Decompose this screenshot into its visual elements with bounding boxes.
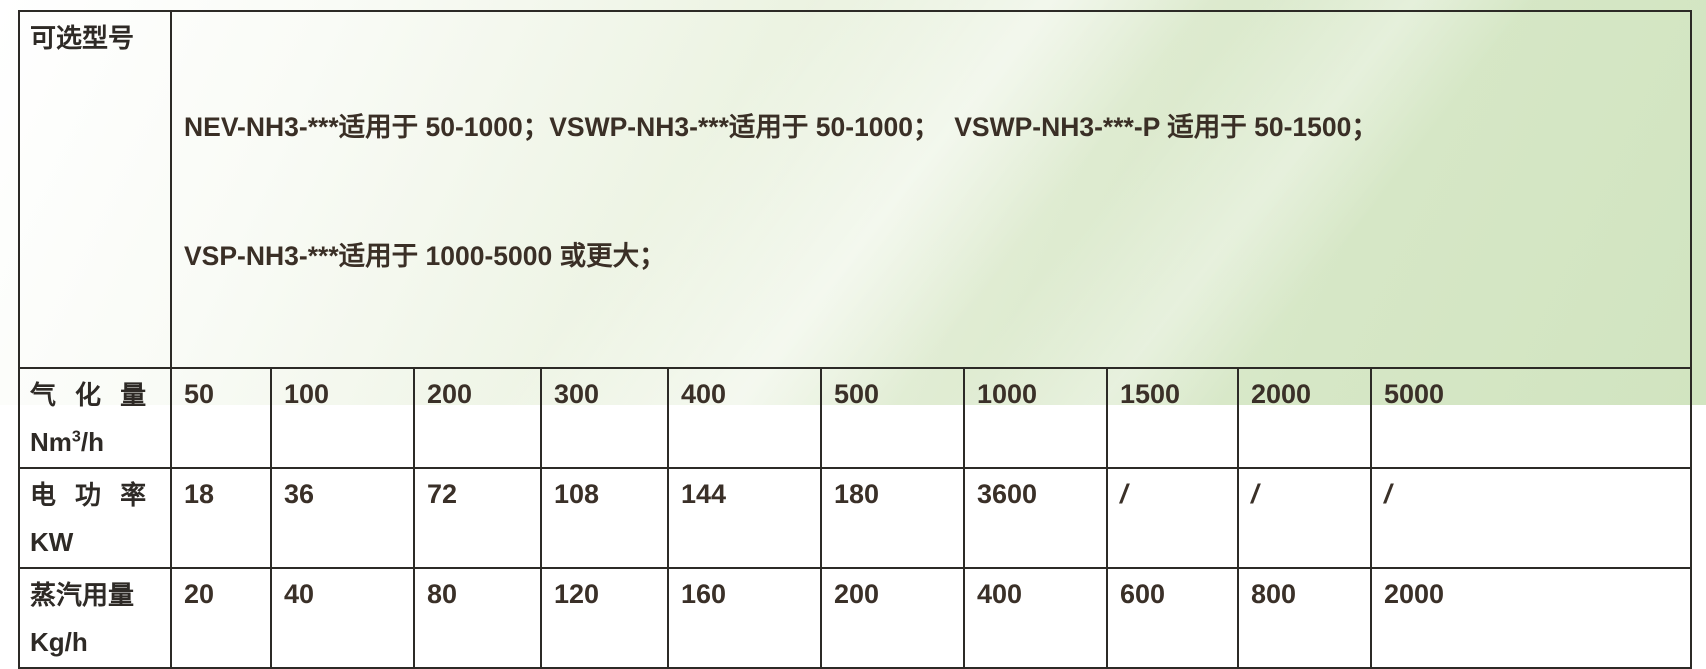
row-unit-steam: Kg/h	[30, 626, 88, 657]
row-label-power: 电 功 率 KW	[20, 469, 170, 567]
table-row-model: 可选型号 NEV-NH3-***适用于 50-1000；VSWP-NH3-***…	[18, 9, 1693, 370]
cell-power-4: 144	[667, 467, 822, 569]
row-label-model-text: 可选型号	[30, 24, 135, 54]
row-label-model-cell: 可选型号	[18, 9, 172, 370]
cell-gasification-1: 100	[270, 367, 415, 470]
cell-gasification-5: 500	[820, 367, 965, 470]
cell-gasification-4: 400	[667, 367, 822, 470]
cell-power-2: 72	[413, 467, 542, 569]
cell-gasification-2: 200	[413, 367, 542, 470]
model-description: NEV-NH3-***适用于 50-1000；VSWP-NH3-***适用于 5…	[172, 12, 1690, 367]
cell-gasification-9: 5000	[1369, 367, 1693, 470]
cell-gasification-7: 1500	[1106, 367, 1239, 470]
row-label-model: 可选型号	[20, 12, 170, 64]
cell-steam-3: 120	[540, 567, 669, 669]
cell-power-6: 3600	[963, 467, 1108, 569]
row-label-gasification: 气 化 量 Nm3/h	[20, 369, 170, 467]
cell-power-9: /	[1369, 467, 1693, 569]
cell-steam-0: 20	[170, 567, 272, 669]
row-label-power-cell: 电 功 率 KW	[18, 467, 172, 569]
model-description-line-2: VSP-NH3-***适用于 1000-5000 或更大；	[184, 240, 666, 271]
row-unit-power: KW	[30, 527, 74, 558]
cell-power-8: /	[1237, 467, 1372, 569]
model-description-line-1: NEV-NH3-***适用于 50-1000；VSWP-NH3-***适用于 5…	[184, 111, 1378, 142]
cell-steam-7: 600	[1106, 567, 1239, 669]
cell-gasification-6: 1000	[963, 367, 1108, 470]
cell-gasification-0: 50	[170, 367, 272, 470]
cell-steam-5: 200	[820, 567, 965, 669]
row-label-steam: 蒸汽用量 Kg/h	[20, 569, 170, 667]
cell-steam-9: 2000	[1369, 567, 1693, 669]
row-label-gasification-cell: 气 化 量 Nm3/h	[18, 367, 172, 470]
cell-gasification-8: 2000	[1237, 367, 1372, 470]
table-row-gasification: 气 化 量 Nm3/h 50 100 200 300 400 500 1000 …	[18, 367, 1693, 470]
cell-steam-8: 800	[1237, 567, 1372, 669]
specification-table-container: 可选型号 NEV-NH3-***适用于 50-1000；VSWP-NH3-***…	[18, 9, 1693, 669]
cell-power-7: /	[1106, 467, 1239, 569]
table-row-power: 电 功 率 KW 18 36 72 108 144 180 3600 / / /	[18, 467, 1693, 569]
cell-power-0: 18	[170, 467, 272, 569]
cell-steam-1: 40	[270, 567, 415, 669]
row-label-steam-cell: 蒸汽用量 Kg/h	[18, 567, 172, 669]
row-label-power-text: 电 功 率	[30, 481, 152, 512]
model-description-cell: NEV-NH3-***适用于 50-1000；VSWP-NH3-***适用于 5…	[169, 9, 1693, 370]
row-label-gasification-text: 气 化 量	[30, 381, 152, 412]
cell-power-5: 180	[820, 467, 965, 569]
row-unit-gasification: Nm3/h	[30, 427, 104, 458]
cell-gasification-3: 300	[540, 367, 669, 470]
cell-power-1: 36	[270, 467, 415, 569]
cell-power-3: 108	[540, 467, 669, 569]
cell-steam-2: 80	[413, 567, 542, 669]
row-label-steam-text: 蒸汽用量	[30, 581, 135, 611]
cell-steam-4: 160	[667, 567, 822, 669]
specification-table: 可选型号 NEV-NH3-***适用于 50-1000；VSWP-NH3-***…	[18, 9, 1693, 669]
table-row-steam: 蒸汽用量 Kg/h 20 40 80 120 160 200 400 600 8…	[18, 567, 1693, 669]
cell-steam-6: 400	[963, 567, 1108, 669]
